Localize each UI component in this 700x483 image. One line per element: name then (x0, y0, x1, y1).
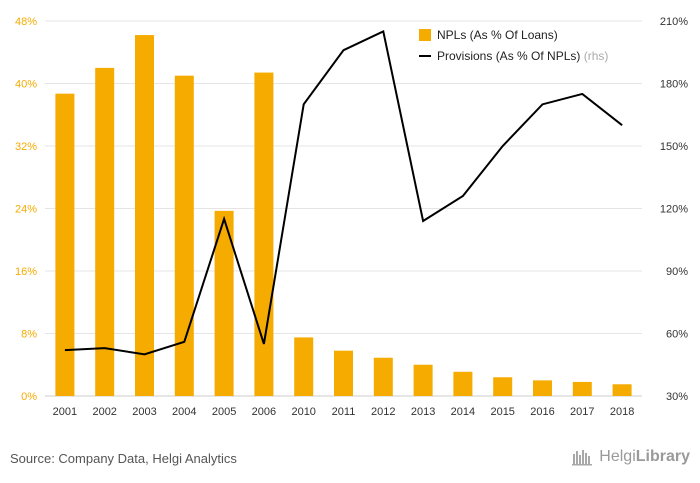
bar-npl-2005 (214, 210, 234, 396)
x-tick-label: 2012 (371, 406, 395, 418)
legend-swatch-npl (419, 29, 431, 41)
y-right-tick-label: 30% (666, 391, 688, 403)
x-tick-label: 2013 (411, 406, 435, 418)
x-tick-label: 2001 (53, 406, 77, 418)
bar-npl-2004 (174, 75, 194, 396)
bar-npl-2016 (533, 380, 552, 396)
helgi-library-logo: HelgiLibrary (572, 448, 690, 466)
bar-npl-2006 (254, 72, 274, 396)
bar-npl-2017 (572, 381, 592, 396)
logo-text-regular: Helgi (599, 448, 636, 465)
chart-svg: 0% 8% 16% 24% 32% 40% 48% 30% 60% 90% 120% 150% 180%… (15, 16, 688, 418)
y-right-tick-label: 210% (660, 16, 688, 28)
x-tick-label: 2003 (132, 406, 156, 418)
y-left-tick-label: 8% (21, 329, 37, 341)
bar-npl-2003 (135, 35, 154, 396)
x-tick-label: 2002 (92, 406, 116, 418)
x-tick-label: 2018 (610, 406, 634, 418)
y-left-tick-label: 24% (15, 204, 37, 216)
logo-text: HelgiLibrary (599, 448, 690, 466)
x-tick-label: 2011 (332, 406, 356, 418)
y-left-tick-label: 40% (15, 79, 37, 91)
y-left-tick-label: 0% (21, 391, 37, 403)
logo-text-bold: Library (635, 448, 690, 465)
bar-npl-2018 (612, 384, 632, 396)
bar-npl-2014 (453, 371, 473, 396)
x-tick-label: 2010 (291, 406, 315, 418)
x-tick-label: 2005 (212, 406, 236, 418)
x-tick-label: 2015 (490, 406, 514, 418)
legend-label-provisions: Provisions (As % Of NPLs) (rhs) (437, 49, 608, 63)
library-icon (572, 450, 593, 466)
x-tick-label: 2017 (570, 406, 594, 418)
y-right-tick-label: 60% (666, 329, 688, 341)
y-right-tick-label: 90% (666, 266, 688, 278)
npl-provisions-chart: 0% 8% 16% 24% 32% 40% 48% 30% 60% 90% 120% 150% 180%… (15, 16, 688, 418)
x-tick-label: 2016 (530, 406, 554, 418)
bar-npl-2012 (373, 357, 393, 396)
y-left-tick-label: 32% (15, 141, 37, 153)
x-tick-label: 2014 (451, 406, 475, 418)
bar-npl-2001 (55, 93, 75, 396)
legend-rhs-suffix: (rhs) (584, 49, 609, 63)
y-right-tick-label: 180% (660, 79, 688, 91)
x-tick-label: 2006 (252, 406, 276, 418)
y-right-tick-label: 120% (660, 204, 688, 216)
bar-npl-2002 (95, 67, 115, 396)
bar-npl-2013 (413, 364, 433, 396)
bar-npl-2015 (493, 377, 513, 396)
bar-npl-2011 (334, 350, 353, 396)
y-right-tick-label: 150% (660, 141, 688, 153)
y-left-tick-label: 16% (15, 266, 37, 278)
y-left-tick-label: 48% (15, 16, 37, 28)
source-note: Source: Company Data, Helgi Analytics (10, 451, 237, 466)
bar-npl-2010 (294, 337, 314, 396)
x-tick-label: 2004 (172, 406, 196, 418)
legend-label-npl: NPLs (As % Of Loans) (437, 28, 558, 42)
